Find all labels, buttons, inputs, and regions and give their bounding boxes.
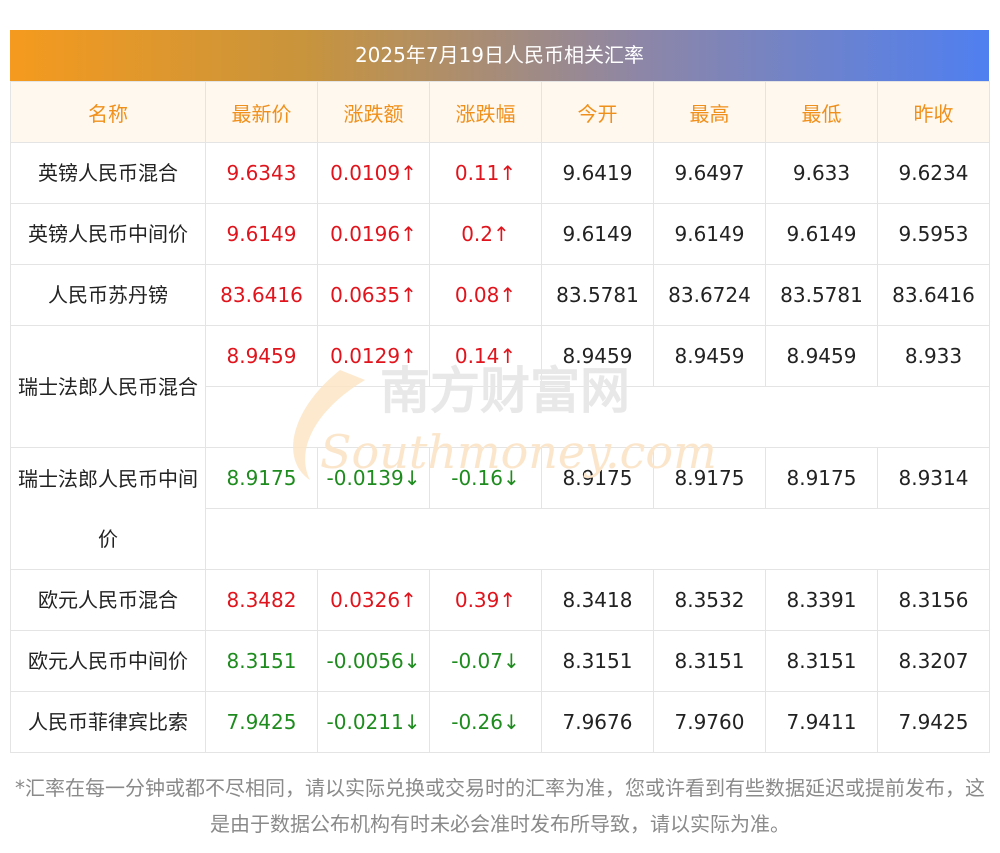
cell-high: 9.6497 [653,142,766,204]
cell-latest: 8.9459 [205,325,318,387]
cell-prev: 8.9314 [877,447,990,509]
cell-change: 0.0109↑ [317,142,430,204]
cell-latest: 8.3482 [205,569,318,631]
cell-change: 0.0129↑ [317,325,430,387]
blank-cell [205,386,990,448]
cell-low: 8.3391 [765,569,878,631]
cell-prev: 7.9425 [877,691,990,753]
cell-latest: 7.9425 [205,691,318,753]
cell-open: 9.6419 [541,142,654,204]
header-name: 名称 [10,81,206,143]
cell-pct: 0.39↑ [429,569,542,631]
header-pct: 涨跌幅 [429,81,542,143]
cell-open: 7.9676 [541,691,654,753]
cell-prev: 8.3207 [877,630,990,692]
cell-high: 8.9175 [653,447,766,509]
cell-latest: 9.6343 [205,142,318,204]
cell-open: 8.9459 [541,325,654,387]
table-row: 人民币苏丹镑 83.6416 0.0635↑ 0.08↑ 83.5781 83.6724 8… [10,264,990,326]
cell-prev: 8.3156 [877,569,990,631]
cell-open: 8.9175 [541,447,654,509]
table-row: 英镑人民币中间价 9.6149 0.0196↑ 0.2↑ 9.6149 9.6149 9.6… [10,203,990,265]
cell-pct: 0.11↑ [429,142,542,204]
blank-cell [205,508,990,570]
cell-change: -0.0056↓ [317,630,430,692]
row-name: 瑞士法郎人民币混合 [10,325,206,448]
cell-open: 9.6149 [541,203,654,265]
rates-panel: 2025年7月19日人民币相关汇率 名称 最新价 涨跌额 涨跌幅 今开 最高 最… [10,30,990,753]
cell-low: 9.633 [765,142,878,204]
cell-change: -0.0211↓ [317,691,430,753]
row-name: 英镑人民币混合 [10,142,206,204]
footnote: *汇率在每一分钟或都不尽相同，请以实际兑换或交易时的汇率为准，您或许看到有些数据… [15,776,985,836]
cell-low: 8.9459 [765,325,878,387]
cell-prev: 9.5953 [877,203,990,265]
cell-prev: 9.6234 [877,142,990,204]
cell-high: 8.9459 [653,325,766,387]
table-row: 人民币菲律宾比索 7.9425 -0.0211↓ -0.26↓ 7.9676 7.9760… [10,691,990,753]
table-row: 欧元人民币中间价 8.3151 -0.0056↓ -0.07↓ 8.3151 8.3151… [10,630,990,692]
table-row: 瑞士法郎人民币混合 8.9459 0.0129↑ 0.14↑ 8.9459 8.9459 8… [10,325,990,448]
cell-open: 83.5781 [541,264,654,326]
row-name: 人民币菲律宾比索 [10,691,206,753]
cell-open: 8.3151 [541,630,654,692]
row-name: 英镑人民币中间价 [10,203,206,265]
cell-latest: 8.3151 [205,630,318,692]
cell-prev: 83.6416 [877,264,990,326]
cell-latest: 8.9175 [205,447,318,509]
cell-high: 9.6149 [653,203,766,265]
table-title: 2025年7月19日人民币相关汇率 [10,30,989,81]
cell-high: 8.3151 [653,630,766,692]
cell-low: 8.3151 [765,630,878,692]
cell-low: 83.5781 [765,264,878,326]
cell-change: 0.0196↑ [317,203,430,265]
cell-change: -0.0139↓ [317,447,430,509]
table-row: 欧元人民币混合 8.3482 0.0326↑ 0.39↑ 8.3418 8.3532 8.3… [10,569,990,631]
row-name: 人民币苏丹镑 [10,264,206,326]
header-latest: 最新价 [205,81,318,143]
row-name: 欧元人民币混合 [10,569,206,631]
cell-pct: 0.14↑ [429,325,542,387]
header-row: 名称 最新价 涨跌额 涨跌幅 今开 最高 最低 昨收 [10,81,990,143]
row-name: 欧元人民币中间价 [10,630,206,692]
cell-high: 83.6724 [653,264,766,326]
cell-change: 0.0635↑ [317,264,430,326]
cell-low: 8.9175 [765,447,878,509]
cell-high: 8.3532 [653,569,766,631]
cell-pct: 0.08↑ [429,264,542,326]
cell-prev: 8.933 [877,325,990,387]
cell-pct: 0.2↑ [429,203,542,265]
cell-change: 0.0326↑ [317,569,430,631]
row-name: 瑞士法郎人民币中间价 [10,447,206,570]
header-low: 最低 [765,81,878,143]
header-change: 涨跌额 [317,81,430,143]
table-row: 瑞士法郎人民币中间价 8.9175 -0.0139↓ -0.16↓ 8.9175 8.91… [10,447,990,570]
cell-pct: -0.26↓ [429,691,542,753]
cell-open: 8.3418 [541,569,654,631]
header-open: 今开 [541,81,654,143]
cell-latest: 83.6416 [205,264,318,326]
cell-pct: -0.16↓ [429,447,542,509]
cell-latest: 9.6149 [205,203,318,265]
cell-low: 7.9411 [765,691,878,753]
cell-high: 7.9760 [653,691,766,753]
cell-low: 9.6149 [765,203,878,265]
table-body: 英镑人民币混合 9.6343 0.0109↑ 0.11↑ 9.6419 9.6497 9.6… [10,142,990,753]
cell-pct: -0.07↓ [429,630,542,692]
rates-table: 名称 最新价 涨跌额 涨跌幅 今开 最高 最低 昨收 英镑人民币混合 9.6343… [10,81,990,753]
table-row: 英镑人民币混合 9.6343 0.0109↑ 0.11↑ 9.6419 9.6497 9.6… [10,142,990,204]
header-prev: 昨收 [877,81,990,143]
header-high: 最高 [653,81,766,143]
